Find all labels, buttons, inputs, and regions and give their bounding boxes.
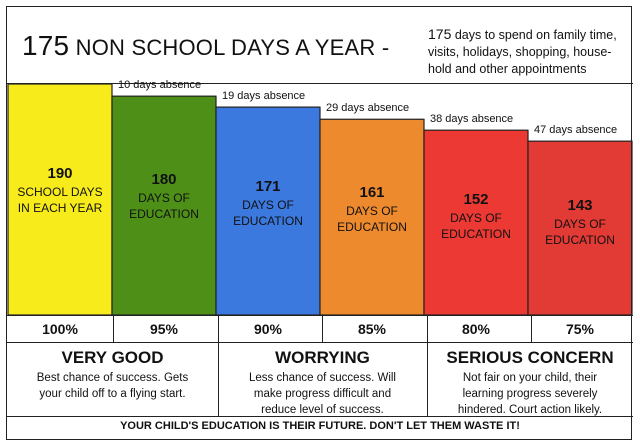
bar-value: 152 [463,190,489,208]
header-note: 175 days to spend on family time, visits… [428,26,636,78]
bar-label-line: EDUCATION [337,220,407,235]
bar-label-line: IN EACH YEAR [17,200,103,215]
band-title-serious-concern: SERIOUS CONCERN [446,348,614,367]
band-text-line: hindered. Court action likely. [457,404,603,416]
bar-value: 143 [567,196,593,214]
band-title-very-good: VERY GOOD [61,348,164,367]
header-note-line3: hold and other appointments [428,62,587,76]
bar-value: 171 [255,177,281,195]
bar-label-line: DAYS OF [554,216,606,231]
band-text-line: Not fair on your child, their [462,372,598,384]
absence-label: 19 days absence [222,90,306,103]
percent-sep [427,315,428,342]
percent-sep [113,315,114,342]
band-text-line: Less chance of success. Will [248,372,396,384]
percent-label: 90% [253,321,283,337]
absence-label: 38 days absence [430,113,514,126]
bar-label-line: SCHOOL DAYS [17,184,103,199]
band-text-worrying: Less chance of success. Will make progre… [218,370,427,418]
bar-143 [527,140,633,316]
bar-value: 190 [47,164,73,182]
header-note-line2: visits, holidays, shopping, house- [428,45,612,59]
bar-label: 190 SCHOOL DAYS IN EACH YEAR [8,164,112,216]
bar-value: 161 [359,184,385,202]
header-title-number: 175 [22,30,70,61]
header-divider [7,83,633,84]
bar-label: 143 DAYS OF EDUCATION [528,196,632,248]
bar-label-line: DAYS OF [242,197,294,212]
absence-label: 47 days absence [534,124,618,137]
bar-label: 171 DAYS OF EDUCATION [216,177,320,229]
bar-label-line: DAYS OF [346,204,398,219]
header-title: 175 NON SCHOOL DAYS A YEAR - [22,30,389,62]
band-text-serious-concern: Not fair on your child, their learning p… [427,370,633,418]
band-text-line: Best chance of success. Gets [36,372,189,384]
band-text-line: reduce level of success. [261,404,384,416]
percent-label: 80% [461,321,491,337]
band-text-line: make progress difficult and [253,388,392,400]
percent-sep [322,315,323,342]
header-title-text: NON SCHOOL DAYS A YEAR - [75,35,390,60]
percent-label: 95% [149,321,179,337]
bar-label-line: DAYS OF [138,191,190,206]
bar-value: 180 [151,171,177,189]
footer-divider [7,416,633,417]
absence-label: 29 days absence [326,102,410,115]
band-text-line: your child off to a flying start. [39,388,186,400]
bar-label-line: EDUCATION [545,232,615,247]
percent-label: 100% [42,321,78,337]
bar-180 [111,95,217,316]
bar-label-line: EDUCATION [441,226,511,241]
band-title-worrying: WORRYING [275,348,370,367]
bar-161 [319,118,425,316]
chart-baseline [7,315,633,316]
header-note-number: 175 [428,26,452,42]
bar-label-line: EDUCATION [233,213,303,228]
percent-sep [531,315,532,342]
band-sep [427,342,428,416]
percent-label: 75% [565,321,595,337]
bar-label: 161 DAYS OF EDUCATION [320,185,424,235]
bar-label: 152 DAYS OF EDUCATION [424,190,528,242]
bar-171 [215,106,321,316]
band-sep [218,342,219,416]
band-text-line: learning progress severely [462,388,598,400]
header-note-line1: days to spend on family time, [454,28,617,42]
bar-label-line: DAYS OF [450,210,502,225]
band-text-very-good: Best chance of success. Gets your child … [7,370,218,402]
footer-message: YOUR CHILD'S EDUCATION IS THEIR FUTURE. … [120,420,520,432]
outer-frame [6,6,632,440]
bar-152 [423,129,529,316]
percent-row-divider [7,342,633,343]
bar-label: 180 DAYS OF EDUCATION [112,172,216,222]
percent-label: 85% [357,321,387,337]
percent-sep [218,315,219,342]
absence-label: 10 days absence [118,79,202,92]
bar-label-line: EDUCATION [129,207,199,222]
bar-190 [7,83,113,316]
